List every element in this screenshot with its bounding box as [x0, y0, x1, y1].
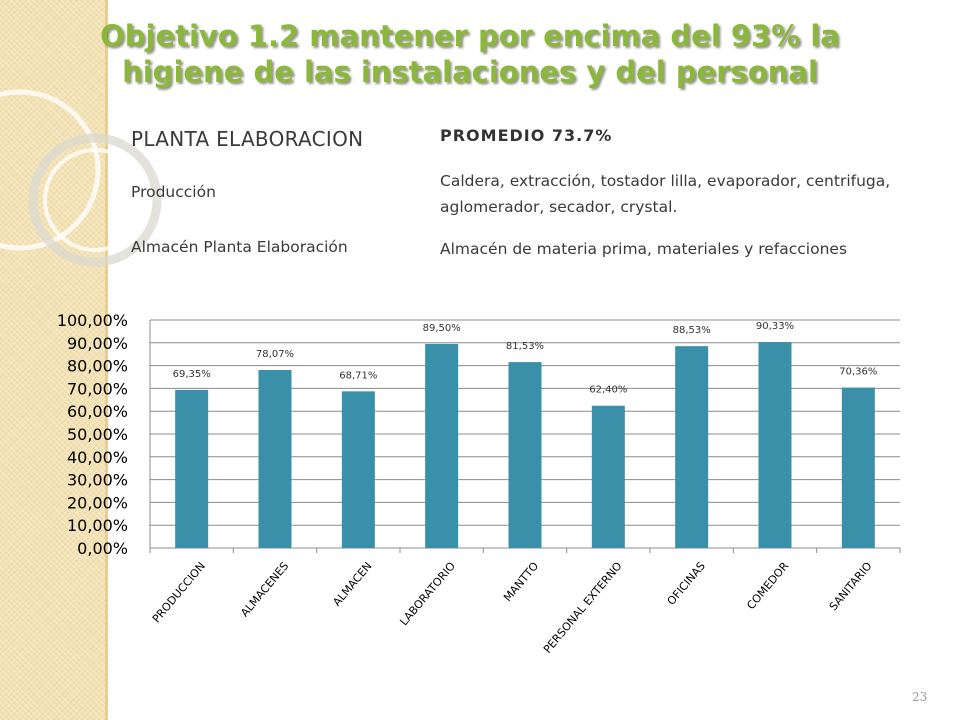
bar	[341, 391, 375, 548]
bar	[175, 389, 209, 548]
bar	[758, 342, 792, 548]
y-tick-label: 50,00%	[67, 425, 128, 444]
x-category-label: LABORATORIO	[397, 559, 458, 628]
y-tick-label: 80,00%	[67, 357, 128, 376]
area-label-almacen: Almacén Planta Elaboración	[131, 238, 348, 256]
bar-value-label: 62,40%	[589, 385, 627, 396]
bar	[425, 343, 459, 548]
bar-value-label: 78,07%	[256, 349, 294, 360]
y-tick-label: 10,00%	[67, 516, 128, 535]
plant-name: PLANTA ELABORACION	[131, 127, 364, 151]
y-tick-label: 20,00%	[67, 493, 128, 512]
decorative-side-band	[0, 0, 105, 720]
y-tick-label: 90,00%	[67, 334, 128, 353]
bar-value-label: 69,35%	[173, 369, 211, 380]
bar	[258, 370, 292, 548]
y-tick-label: 60,00%	[67, 402, 128, 421]
bar	[841, 387, 875, 548]
decorative-circles	[0, 89, 162, 267]
y-tick-label: 0,00%	[77, 539, 128, 558]
bar-value-label: 89,50%	[423, 323, 461, 334]
y-tick-label: 70,00%	[67, 379, 128, 398]
x-category-label: OFICINAS	[665, 560, 708, 608]
bar-value-label: 70,36%	[839, 367, 877, 378]
area-description-almacen: Almacén de materia prima, materiales y r…	[440, 240, 848, 258]
bar-value-label: 68,71%	[339, 370, 377, 381]
slide-title: Objetivo 1.2 mantener por encima del 93%…	[100, 19, 840, 89]
x-category-label: ALMACENES	[238, 560, 291, 620]
x-category-label: ALMACEN	[330, 560, 374, 609]
average-value: PROMEDIO 73.7%	[440, 126, 613, 145]
bar-value-label: 81,53%	[506, 341, 544, 352]
area-description-produccion: Caldera, extracción, tostador lilla, eva…	[440, 172, 891, 216]
x-category-label: COMEDOR	[744, 559, 791, 612]
side-band-edge	[105, 0, 108, 720]
page-number: 23	[912, 690, 928, 704]
bar	[591, 405, 625, 548]
x-category-label: MANTTO	[501, 559, 541, 604]
y-tick-label: 30,00%	[67, 471, 128, 490]
bar-value-label: 88,53%	[673, 325, 711, 336]
bar-value-label: 90,33%	[756, 321, 794, 332]
y-tick-label: 40,00%	[67, 448, 128, 467]
bar	[508, 362, 542, 548]
x-category-label: PRODUCCION	[150, 560, 208, 626]
x-category-label: PERSONAL EXTERNO	[541, 559, 625, 656]
area-label-produccion: Producción	[131, 183, 216, 201]
bar	[675, 346, 709, 548]
y-tick-label: 100,00%	[57, 311, 128, 330]
x-category-label: SANITARIO	[827, 559, 875, 613]
